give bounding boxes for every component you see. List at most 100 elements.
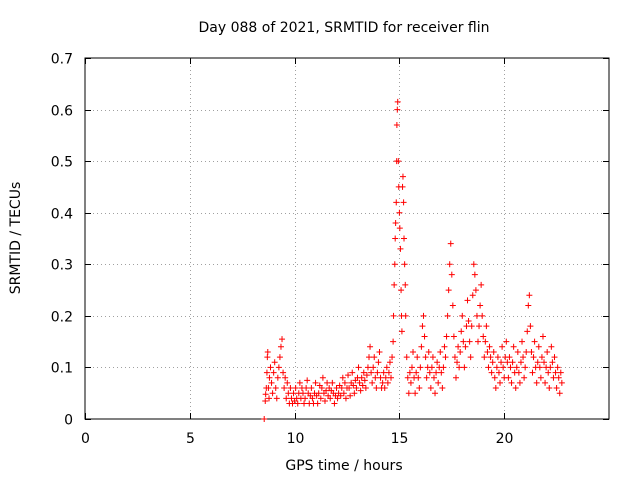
data-point (544, 348, 551, 355)
data-point (462, 343, 469, 350)
data-point (264, 354, 271, 361)
data-point (350, 382, 357, 389)
data-point (513, 364, 520, 371)
data-point (512, 385, 519, 392)
data-point (402, 312, 409, 319)
data-point (524, 328, 531, 335)
data-point (546, 385, 553, 392)
data-point (468, 323, 475, 330)
data-point (428, 364, 435, 371)
data-point (437, 348, 444, 355)
data-point (342, 395, 349, 402)
data-point (517, 359, 524, 366)
data-point (492, 385, 499, 392)
data-point (421, 333, 428, 340)
data-point (478, 281, 485, 288)
data-point (402, 281, 409, 288)
data-point (385, 369, 392, 376)
data-point (283, 395, 290, 402)
data-point (435, 379, 442, 386)
data-point (528, 348, 535, 355)
data-point (266, 374, 273, 381)
data-point (460, 338, 467, 345)
data-point (377, 374, 384, 381)
data-point (366, 354, 373, 361)
data-point (360, 369, 367, 376)
data-point (392, 220, 399, 227)
data-point (410, 348, 417, 355)
chart-title: Day 088 of 2021, SRMTID for receiver fli… (199, 20, 490, 36)
data-point (357, 387, 364, 394)
data-point (497, 379, 504, 386)
data-point (537, 374, 544, 381)
data-point (347, 392, 354, 399)
data-point (273, 395, 280, 402)
data-point (391, 261, 398, 268)
data-point (341, 379, 348, 386)
x-tick-label: 5 (186, 431, 195, 447)
data-point (279, 336, 286, 343)
data-point (552, 369, 559, 376)
data-point (327, 395, 334, 402)
data-point (331, 400, 338, 407)
data-point (401, 235, 408, 242)
data-point (361, 377, 368, 384)
data-point (495, 369, 502, 376)
data-point (535, 343, 542, 350)
data-point (406, 369, 413, 376)
data-point (405, 390, 412, 397)
data-point (372, 374, 379, 381)
data-point (450, 333, 457, 340)
data-point (467, 354, 474, 361)
data-point (324, 379, 331, 386)
data-point (308, 385, 315, 392)
data-point (270, 369, 277, 376)
data-point (558, 379, 565, 386)
data-point (396, 209, 403, 216)
data-point (262, 397, 269, 404)
data-point (458, 328, 465, 335)
data-point (285, 390, 292, 397)
x-tick-label: 20 (496, 431, 514, 447)
y-tick-label: 0.3 (51, 258, 73, 274)
data-point (459, 312, 466, 319)
data-point (461, 364, 468, 371)
data-point (376, 348, 383, 355)
data-point (445, 287, 452, 294)
data-point (287, 385, 294, 392)
data-point (456, 364, 463, 371)
data-point (315, 390, 322, 397)
data-point (367, 343, 374, 350)
data-point (448, 271, 455, 278)
data-point (383, 364, 390, 371)
data-point (296, 379, 303, 386)
data-point (439, 385, 446, 392)
data-point (415, 374, 422, 381)
data-point (346, 385, 353, 392)
data-point (557, 369, 564, 376)
data-point (284, 379, 291, 386)
x-tick-label: 0 (81, 431, 90, 447)
data-point (271, 359, 278, 366)
data-point (481, 354, 488, 361)
data-point (515, 369, 522, 376)
data-point (340, 390, 347, 397)
data-point (526, 292, 533, 299)
data-point (536, 364, 543, 371)
data-point (388, 374, 395, 381)
data-point (302, 395, 309, 402)
x-tick-label: 15 (391, 431, 409, 447)
data-point (408, 364, 415, 371)
data-point (542, 379, 549, 386)
data-point (417, 364, 424, 371)
data-point (504, 359, 511, 366)
data-point (329, 379, 336, 386)
data-point (370, 364, 377, 371)
data-point (525, 302, 532, 309)
data-point (549, 359, 556, 366)
data-point (479, 312, 486, 319)
data-point (380, 369, 387, 376)
data-point (550, 374, 557, 381)
data-point (304, 377, 311, 384)
data-point (488, 369, 495, 376)
